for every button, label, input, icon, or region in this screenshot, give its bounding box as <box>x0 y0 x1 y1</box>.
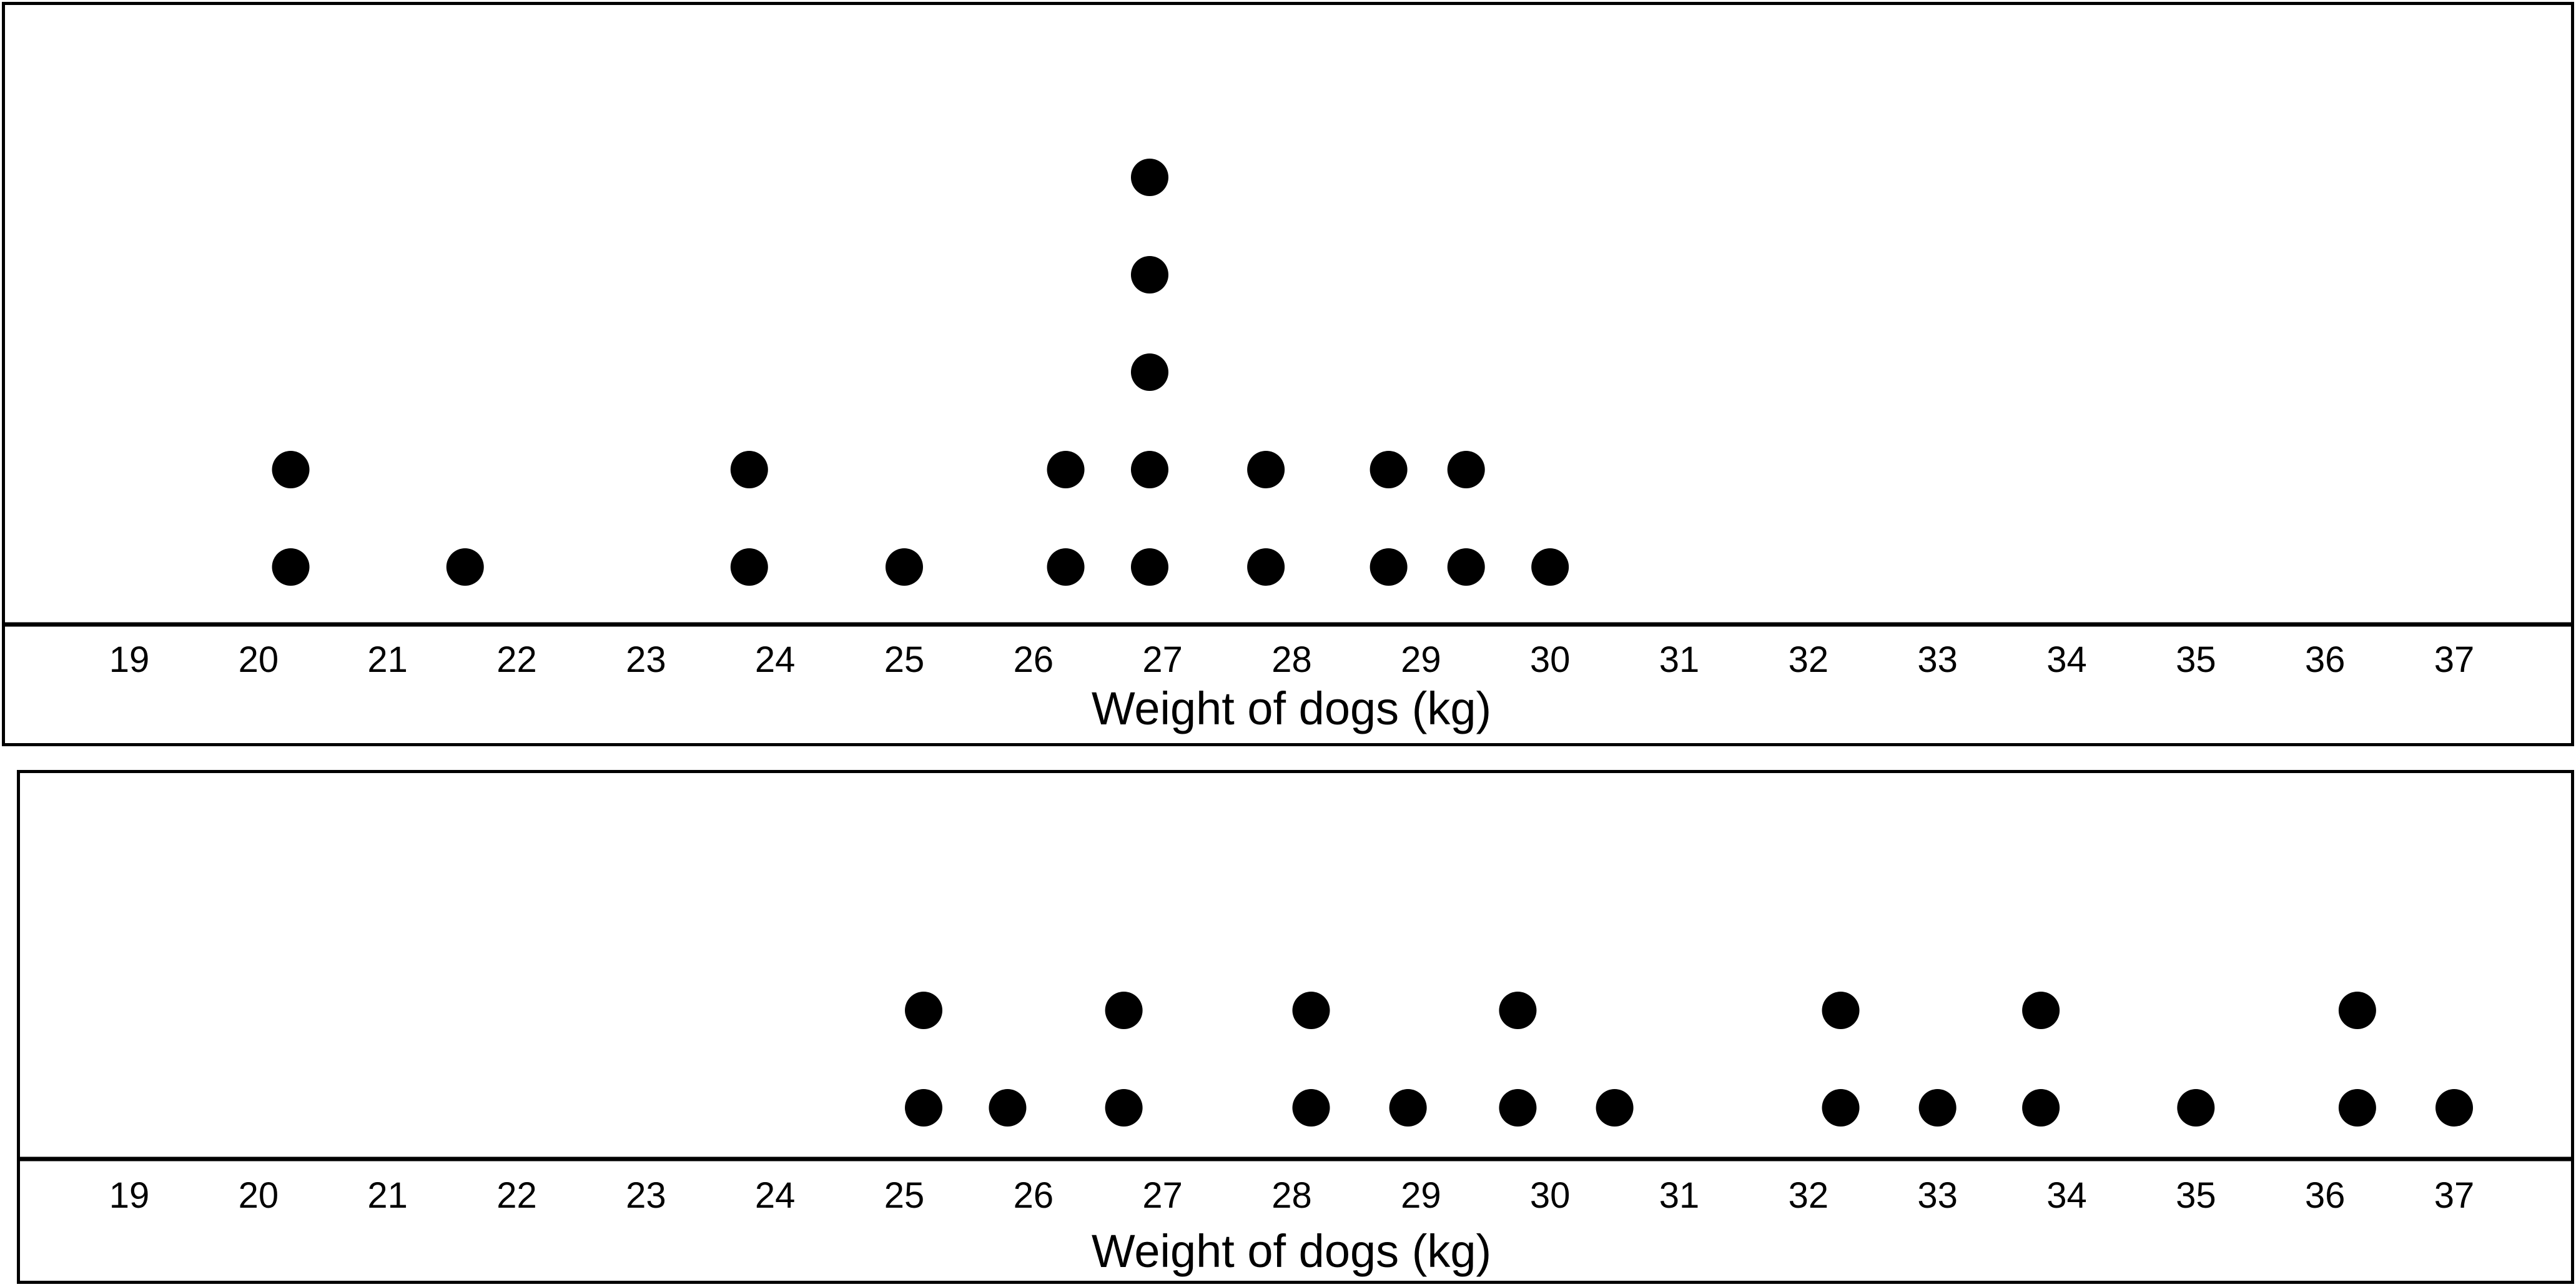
data-dot <box>1389 1089 1427 1127</box>
x-tick-label: 36 <box>2305 639 2346 680</box>
data-dot <box>1247 451 1285 488</box>
data-dot <box>1292 1089 1330 1127</box>
data-dot <box>905 992 943 1029</box>
data-dot <box>1047 548 1085 586</box>
x-tick-label: 26 <box>1014 639 1054 680</box>
x-tick-label: 19 <box>109 1175 150 1216</box>
x-tick-label: 28 <box>1271 639 1312 680</box>
x-tick-label: 27 <box>1142 639 1183 680</box>
data-dot <box>1596 1089 1634 1127</box>
x-tick-label: 35 <box>2176 1175 2216 1216</box>
data-dot <box>2338 992 2376 1029</box>
x-tick-label: 30 <box>1530 639 1571 680</box>
data-dot <box>272 451 310 488</box>
x-tick-label: 24 <box>755 1175 796 1216</box>
data-dot <box>1130 256 1168 293</box>
dot-plot-bottom-svg: 19 20 21 22 23 24 25 26 27 28 29 30 31 32 33 34 35 36 37 W… <box>20 992 2571 1277</box>
data-dot <box>1822 1089 1860 1127</box>
x-tick-label: 31 <box>1659 639 1700 680</box>
x-tick-label: 22 <box>496 1175 537 1216</box>
data-dot <box>1499 1089 1537 1127</box>
dot-plot-top-svg: 19 20 21 22 23 24 25 26 27 28 29 30 31 32 33 34 35 36 37 W… <box>5 159 2571 734</box>
x-tick-label: 25 <box>884 639 925 680</box>
x-tick-label: 23 <box>626 1175 666 1216</box>
dots <box>272 159 1569 586</box>
x-tick-label: 27 <box>1142 1175 1183 1216</box>
data-dot <box>730 451 768 488</box>
x-tick-label: 33 <box>1917 1175 1958 1216</box>
x-tick-label: 20 <box>239 639 279 680</box>
x-tick-label: 24 <box>755 639 796 680</box>
data-dot <box>1247 548 1285 586</box>
x-tick-label: 29 <box>1401 1175 1441 1216</box>
data-dot <box>1292 992 1330 1029</box>
x-tick-label: 34 <box>2046 639 2087 680</box>
data-dot <box>989 1089 1027 1127</box>
data-dot <box>1047 451 1085 488</box>
x-tick-label: 22 <box>496 639 537 680</box>
dot-plot-bottom: 19 20 21 22 23 24 25 26 27 28 29 30 31 32 33 34 35 36 37 W… <box>17 770 2574 1284</box>
data-dot <box>2435 1089 2473 1127</box>
dot-plot-top: 19 20 21 22 23 24 25 26 27 28 29 30 31 32 33 34 35 36 37 W… <box>2 2 2574 746</box>
x-tick-label: 25 <box>884 1175 925 1216</box>
data-dot <box>2022 1089 2060 1127</box>
x-tick-label: 21 <box>367 1175 408 1216</box>
x-axis-ticks: 19 20 21 22 23 24 25 26 27 28 29 30 31 32 33 34 35 36 37 <box>109 639 2475 680</box>
data-dot <box>1130 353 1168 391</box>
x-tick-label: 36 <box>2305 1175 2346 1216</box>
x-tick-label: 19 <box>109 639 150 680</box>
x-tick-label: 26 <box>1014 1175 1054 1216</box>
data-dot <box>730 548 768 586</box>
x-tick-label: 23 <box>626 639 666 680</box>
data-dot <box>1531 548 1569 586</box>
data-dot <box>1130 548 1168 586</box>
x-tick-label: 34 <box>2046 1175 2087 1216</box>
data-dot <box>2177 1089 2215 1127</box>
data-dot <box>1105 1089 1143 1127</box>
x-tick-label: 21 <box>367 639 408 680</box>
data-dot <box>1918 1089 1957 1127</box>
data-dot <box>905 1089 943 1127</box>
data-dot <box>1130 451 1168 488</box>
x-tick-label: 29 <box>1401 639 1441 680</box>
data-dot <box>886 548 923 586</box>
data-dot <box>272 548 310 586</box>
data-dot <box>1447 451 1485 488</box>
x-tick-label: 32 <box>1789 1175 1829 1216</box>
x-tick-label: 32 <box>1789 639 1829 680</box>
x-tick-label: 31 <box>1659 1175 1700 1216</box>
x-tick-label: 28 <box>1271 1175 1312 1216</box>
dots <box>905 992 2473 1127</box>
data-dot <box>446 548 484 586</box>
data-dot <box>1447 548 1485 586</box>
x-tick-label: 30 <box>1530 1175 1571 1216</box>
x-axis-label: Weight of dogs (kg) <box>1092 1225 1491 1277</box>
x-tick-label: 20 <box>239 1175 279 1216</box>
data-dot <box>1105 992 1143 1029</box>
data-dot <box>1369 548 1408 586</box>
x-axis-ticks: 19 20 21 22 23 24 25 26 27 28 29 30 31 32 33 34 35 36 37 <box>109 1175 2475 1216</box>
x-axis-label: Weight of dogs (kg) <box>1092 683 1491 734</box>
x-tick-label: 37 <box>2434 1175 2475 1216</box>
data-dot <box>1499 992 1537 1029</box>
x-tick-label: 37 <box>2434 639 2475 680</box>
data-dot <box>1369 451 1408 488</box>
data-dot <box>2022 992 2060 1029</box>
data-dot <box>1130 159 1168 196</box>
x-tick-label: 35 <box>2176 639 2216 680</box>
data-dot <box>1822 992 1860 1029</box>
x-tick-label: 33 <box>1917 639 1958 680</box>
data-dot <box>2338 1089 2376 1127</box>
